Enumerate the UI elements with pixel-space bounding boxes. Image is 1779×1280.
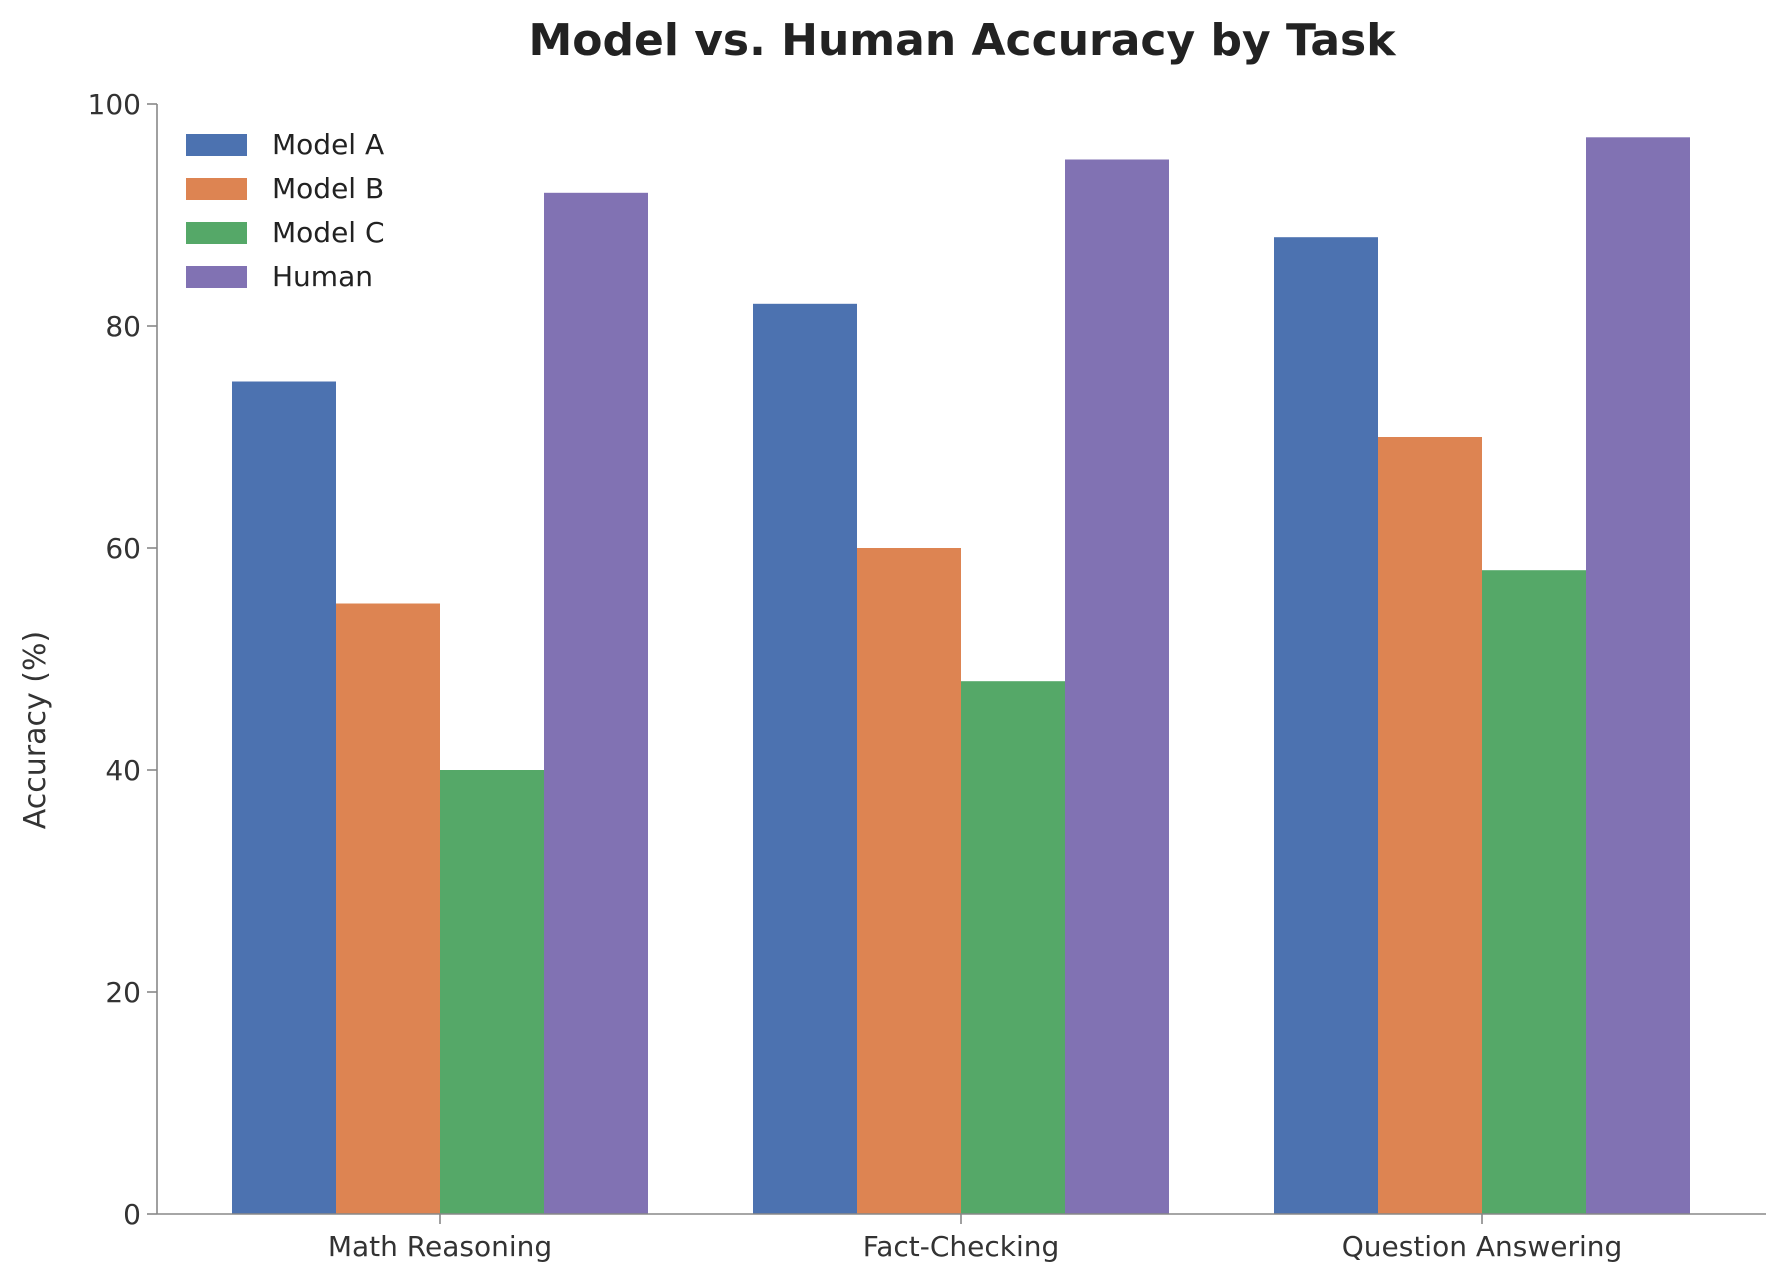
bar-model-a-math-reasoning [232,381,336,1214]
y-tick-label: 80 [105,310,141,343]
bar-model-c-fact-checking [961,681,1065,1214]
legend-label-model-c: Model C [272,216,385,249]
y-axis-ticks: 0 20 40 60 80 100 [88,88,157,1231]
y-axis-label: Accuracy (%) [18,631,53,829]
y-tick-label: 40 [105,754,141,787]
bars-group [232,137,1690,1215]
x-tick-label: Fact-Checking [863,1230,1060,1263]
bar-human-question-answering [1586,137,1690,1214]
bar-human-fact-checking [1065,159,1169,1214]
bar-human-math-reasoning [544,192,648,1215]
bar-model-b-math-reasoning [336,603,440,1214]
bar-model-c-math-reasoning [440,770,544,1214]
legend-swatch-human [186,266,247,288]
legend-label-model-a: Model A [272,128,384,161]
legend-label-model-b: Model B [272,172,384,205]
y-tick-label: 60 [105,532,141,565]
y-tick-label: 20 [105,976,141,1009]
bar-model-c-question-answering [1482,570,1586,1214]
legend-swatch-model-c [186,222,247,244]
bar-model-a-fact-checking [753,303,857,1214]
legend-swatch-model-a [186,134,247,156]
legend: Model A Model B Model C Human [186,128,385,293]
legend-label-human: Human [272,260,373,293]
bar-model-a-question-answering [1274,237,1378,1214]
x-tick-label: Math Reasoning [328,1230,552,1263]
x-axis-ticks: Math Reasoning Fact-Checking Question Answ… [328,1214,1622,1263]
x-tick-label: Question Answering [1342,1230,1623,1263]
y-tick-label: 100 [88,88,141,121]
y-tick-label: 0 [123,1198,141,1231]
chart-title: Model vs. Human Accuracy by Task [529,15,1398,66]
legend-swatch-model-b [186,178,247,200]
bar-model-b-fact-checking [857,548,961,1214]
bar-model-b-question-answering [1378,437,1482,1214]
